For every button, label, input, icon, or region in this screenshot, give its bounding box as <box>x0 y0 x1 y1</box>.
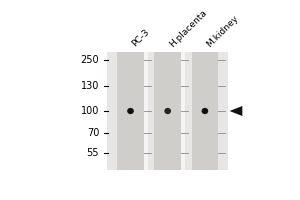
Text: 70: 70 <box>87 128 99 138</box>
Bar <box>154 52 181 170</box>
Bar <box>191 52 218 170</box>
Text: 100: 100 <box>81 106 99 116</box>
Ellipse shape <box>127 108 134 114</box>
Text: PC-3: PC-3 <box>130 28 152 49</box>
Bar <box>144 52 148 170</box>
Ellipse shape <box>202 108 208 114</box>
Ellipse shape <box>164 108 171 114</box>
Text: 250: 250 <box>80 55 99 65</box>
Bar <box>107 52 228 170</box>
Text: H.placenta: H.placenta <box>168 8 208 49</box>
Text: 130: 130 <box>81 81 99 91</box>
Text: M.kidney: M.kidney <box>205 13 240 49</box>
Bar <box>117 52 144 170</box>
Bar <box>181 52 185 170</box>
Polygon shape <box>230 106 242 116</box>
Text: 55: 55 <box>87 148 99 158</box>
